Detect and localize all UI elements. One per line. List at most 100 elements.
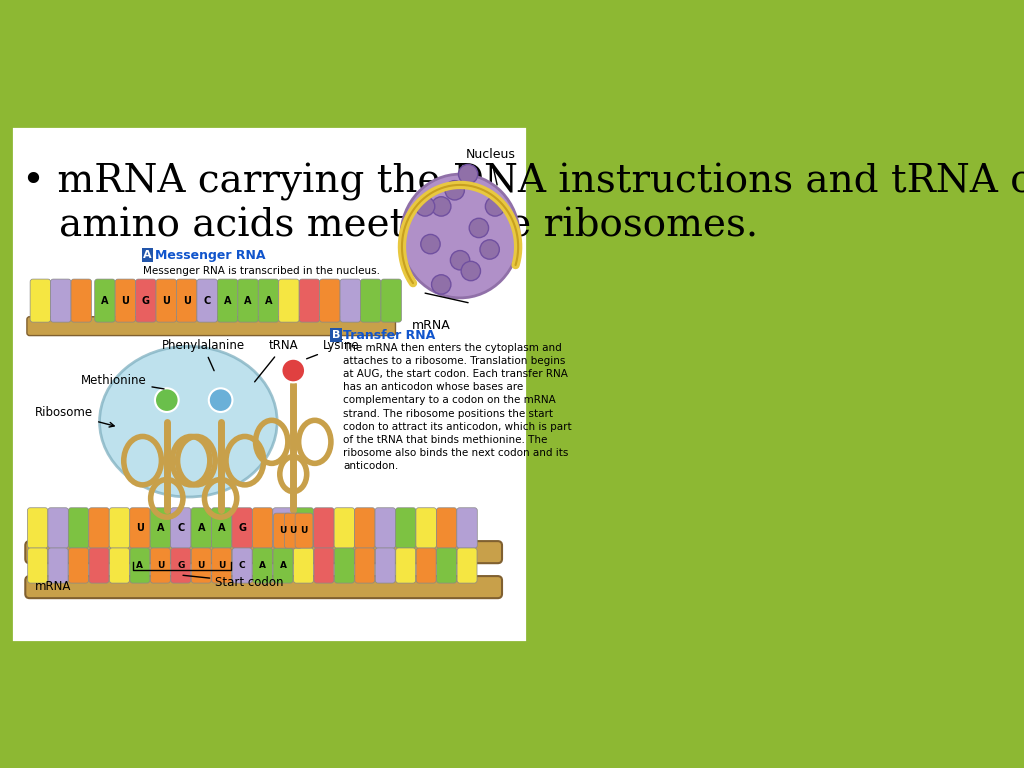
FancyBboxPatch shape	[89, 508, 110, 548]
Circle shape	[445, 180, 464, 200]
FancyBboxPatch shape	[273, 513, 292, 548]
FancyBboxPatch shape	[381, 279, 401, 322]
FancyBboxPatch shape	[354, 508, 375, 548]
FancyBboxPatch shape	[26, 576, 502, 598]
FancyBboxPatch shape	[273, 548, 293, 583]
FancyBboxPatch shape	[48, 508, 69, 548]
FancyBboxPatch shape	[11, 126, 527, 642]
FancyBboxPatch shape	[115, 279, 135, 322]
Text: Start codon: Start codon	[183, 575, 284, 589]
FancyBboxPatch shape	[110, 508, 130, 548]
FancyBboxPatch shape	[360, 279, 381, 322]
Circle shape	[459, 164, 478, 184]
Text: The mRNA then enters the cytoplasm and
attaches to a ribosome. Translation begin: The mRNA then enters the cytoplasm and a…	[343, 343, 572, 472]
Text: A: A	[259, 561, 266, 570]
Text: • mRNA carrying the DNA instructions and tRNA carrying
   amino acids meet in th: • mRNA carrying the DNA instructions and…	[22, 164, 1024, 244]
Text: Nucleus: Nucleus	[466, 148, 515, 185]
FancyBboxPatch shape	[313, 508, 334, 548]
Text: Phenylalanine: Phenylalanine	[162, 339, 245, 371]
FancyBboxPatch shape	[28, 508, 48, 548]
FancyBboxPatch shape	[130, 548, 150, 583]
Circle shape	[480, 240, 500, 259]
Circle shape	[431, 275, 451, 294]
Text: A: A	[218, 523, 225, 533]
FancyBboxPatch shape	[395, 548, 416, 583]
FancyBboxPatch shape	[217, 279, 238, 322]
Text: Transfer RNA: Transfer RNA	[343, 329, 435, 342]
FancyBboxPatch shape	[285, 513, 302, 548]
FancyBboxPatch shape	[314, 548, 334, 583]
FancyBboxPatch shape	[89, 548, 109, 583]
Text: Ribosome: Ribosome	[35, 406, 115, 427]
Text: U: U	[279, 526, 286, 535]
Circle shape	[416, 197, 435, 216]
Text: C: C	[177, 523, 184, 533]
Text: U: U	[163, 296, 170, 306]
Circle shape	[451, 250, 470, 270]
Text: U: U	[122, 296, 129, 306]
Text: U: U	[290, 526, 297, 535]
Text: A: A	[143, 250, 152, 260]
Text: U: U	[198, 561, 205, 570]
Text: Messenger RNA is transcribed in the nucleus.: Messenger RNA is transcribed in the nucl…	[142, 266, 380, 276]
FancyBboxPatch shape	[436, 548, 457, 583]
FancyBboxPatch shape	[334, 508, 354, 548]
Text: U: U	[157, 561, 164, 570]
Text: A: A	[198, 523, 205, 533]
Ellipse shape	[99, 346, 278, 497]
FancyBboxPatch shape	[30, 279, 50, 322]
Text: G: G	[177, 561, 184, 570]
Text: Methionine: Methionine	[81, 374, 164, 389]
FancyBboxPatch shape	[212, 548, 231, 583]
Text: G: G	[239, 523, 246, 533]
FancyBboxPatch shape	[130, 508, 151, 548]
FancyBboxPatch shape	[295, 513, 313, 548]
FancyBboxPatch shape	[299, 279, 319, 322]
FancyBboxPatch shape	[355, 548, 375, 583]
Text: U: U	[218, 561, 225, 570]
FancyBboxPatch shape	[176, 279, 197, 322]
Text: mRNA: mRNA	[412, 319, 451, 333]
Text: A: A	[157, 523, 164, 533]
Circle shape	[421, 234, 440, 253]
FancyBboxPatch shape	[279, 279, 299, 322]
FancyBboxPatch shape	[151, 508, 171, 548]
FancyBboxPatch shape	[69, 548, 88, 583]
FancyBboxPatch shape	[272, 508, 293, 548]
FancyBboxPatch shape	[457, 548, 477, 583]
FancyBboxPatch shape	[48, 548, 68, 583]
FancyBboxPatch shape	[69, 508, 89, 548]
FancyBboxPatch shape	[27, 316, 395, 336]
FancyBboxPatch shape	[319, 279, 340, 322]
FancyBboxPatch shape	[171, 508, 191, 548]
Text: A: A	[101, 296, 109, 306]
Text: U: U	[182, 296, 190, 306]
Text: A: A	[224, 296, 231, 306]
FancyBboxPatch shape	[375, 548, 395, 583]
Text: C: C	[204, 296, 211, 306]
FancyBboxPatch shape	[110, 548, 129, 583]
Circle shape	[155, 389, 178, 412]
Ellipse shape	[400, 174, 519, 298]
Text: mRNA: mRNA	[35, 581, 72, 594]
FancyBboxPatch shape	[416, 548, 436, 583]
FancyBboxPatch shape	[253, 548, 272, 583]
Text: A: A	[265, 296, 272, 306]
Text: A: A	[280, 561, 287, 570]
Circle shape	[282, 359, 305, 382]
FancyBboxPatch shape	[258, 279, 279, 322]
Circle shape	[485, 197, 505, 216]
FancyBboxPatch shape	[197, 279, 217, 322]
Text: Lysine: Lysine	[306, 339, 359, 359]
FancyBboxPatch shape	[191, 548, 211, 583]
Text: A: A	[136, 561, 143, 570]
Text: tRNA: tRNA	[255, 339, 299, 382]
Text: A: A	[245, 296, 252, 306]
Text: Messenger RNA: Messenger RNA	[155, 249, 265, 262]
FancyBboxPatch shape	[335, 548, 354, 583]
FancyBboxPatch shape	[238, 279, 258, 322]
FancyBboxPatch shape	[50, 279, 71, 322]
Text: U: U	[300, 526, 307, 535]
FancyBboxPatch shape	[395, 508, 416, 548]
FancyBboxPatch shape	[375, 508, 395, 548]
